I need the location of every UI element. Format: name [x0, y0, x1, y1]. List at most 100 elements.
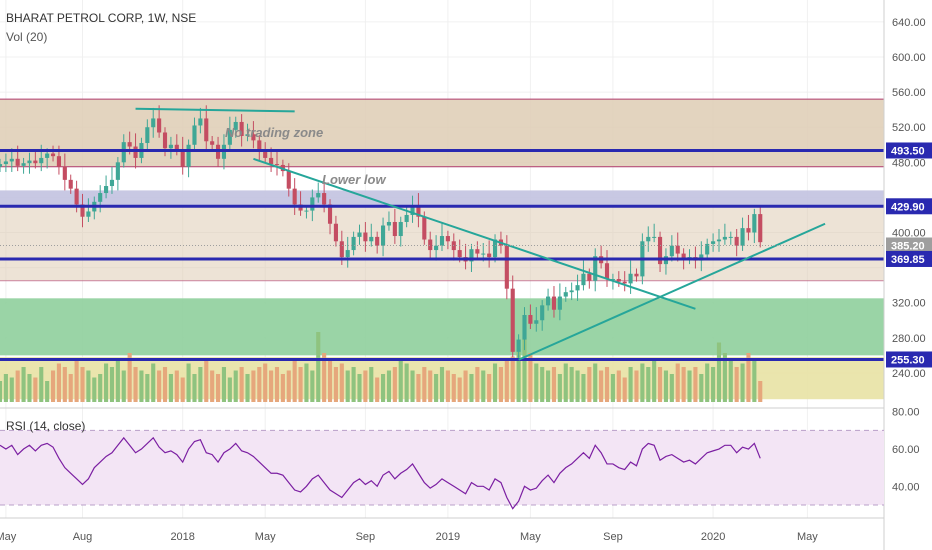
volume-bar [381, 374, 386, 402]
candle-body [758, 214, 763, 243]
candle-body [457, 250, 462, 258]
time-tick-label: May [797, 531, 818, 543]
price-tick-label: 520.00 [892, 122, 926, 134]
candle-body [610, 279, 615, 281]
volume-bar [699, 374, 704, 402]
candle-body [492, 239, 498, 258]
candle-body [669, 245, 674, 257]
volume-bar [540, 367, 545, 402]
volume-bar [410, 370, 415, 402]
price-tag-value: 429.90 [891, 201, 925, 213]
volume-bar [157, 370, 162, 402]
price-tick-label: 320.00 [892, 298, 926, 310]
candle-body [316, 193, 321, 198]
symbol-title: BHARAT PETROL CORP, 1W, NSE [6, 11, 196, 25]
volume-bars [0, 332, 763, 402]
volume-bar [280, 374, 285, 402]
price-axis[interactable]: 640.00 600.00 560.00 520.00 480.00 400.00 320.… [892, 17, 926, 493]
volume-bar [404, 363, 409, 402]
volume-bar [716, 342, 722, 402]
volume-bar [351, 367, 356, 402]
candle-body [445, 236, 450, 242]
volume-bar [263, 363, 268, 402]
volume-bar [204, 360, 209, 402]
volume-bar [646, 367, 651, 402]
volume-bar [663, 370, 669, 402]
candle-body [292, 188, 297, 205]
candle-body [115, 162, 120, 180]
volume-bar [657, 367, 663, 402]
volume-bar [127, 353, 132, 402]
candle-body [487, 253, 492, 258]
volume-bar [758, 381, 763, 402]
price-tick-label: 240.00 [892, 368, 926, 380]
candle-body [151, 118, 156, 128]
volume-bar [133, 367, 138, 402]
candle-body [351, 236, 356, 251]
drawing-lines[interactable] [0, 107, 884, 361]
candle-body [345, 250, 350, 258]
volume-bar [628, 367, 633, 402]
volume-bar [62, 367, 67, 402]
candle-body [227, 129, 232, 145]
price-tag-value: 369.85 [891, 254, 925, 266]
volume-bar [534, 363, 539, 402]
candle-body [428, 239, 433, 251]
volume-bar [74, 360, 79, 402]
volume-bar [115, 360, 120, 402]
candle-body [121, 142, 126, 163]
no-trading-zone-label: No trading zone [225, 125, 323, 140]
candle-body [375, 236, 380, 246]
candle-body [50, 153, 56, 157]
volume-bar [251, 370, 256, 402]
volume-bar [575, 370, 580, 402]
volume-bar [616, 370, 621, 402]
lower-low-label: Lower low [322, 172, 386, 187]
volume-bar [492, 363, 498, 402]
candle-body [98, 193, 103, 202]
candle-body [133, 146, 138, 158]
volume-bar [345, 370, 350, 402]
candle-body [528, 314, 533, 324]
volume-bar [610, 374, 615, 402]
candle-body [510, 288, 515, 352]
rsi-tick-label: 40.00 [892, 481, 920, 493]
volume-bar [316, 332, 321, 402]
candle-body [740, 228, 745, 246]
price-tag-box [886, 250, 932, 267]
volume-bar [363, 370, 368, 402]
candle-body [705, 243, 710, 255]
volume-bar [139, 370, 144, 402]
top-trendline [135, 107, 295, 113]
candle-body [245, 134, 250, 136]
volume-bar [68, 374, 73, 402]
price-tag-value: 255.30 [891, 354, 925, 366]
volume-bar [392, 367, 397, 402]
time-tick-label: 2018 [170, 531, 194, 543]
time-axis[interactable]: May Aug 2018 May Sep 2019 May Sep 2020 May [0, 531, 818, 543]
candle-body [9, 158, 14, 162]
candle-body [522, 314, 527, 340]
volume-bar [33, 377, 38, 402]
volume-bar [245, 374, 250, 402]
candle-body [563, 292, 568, 297]
candle-body [540, 305, 545, 321]
volume-bar [557, 374, 562, 402]
candle-body [80, 204, 85, 217]
candle-body [0, 164, 3, 167]
volume-bar [322, 353, 327, 402]
time-tick-label: 2019 [436, 531, 460, 543]
volume-bar [151, 363, 156, 402]
candle-body [322, 193, 327, 205]
candle-body [634, 273, 639, 277]
price-tick-label: 560.00 [892, 87, 926, 99]
volume-bar [551, 367, 557, 402]
volume-bar [174, 370, 179, 402]
price-tick-label: 600.00 [892, 52, 926, 64]
rsi-tick-label: 80.00 [892, 407, 920, 419]
price-tag-box [886, 237, 932, 254]
volume-bar [274, 367, 280, 402]
candle-body [274, 164, 280, 166]
volume-bar [693, 367, 698, 402]
